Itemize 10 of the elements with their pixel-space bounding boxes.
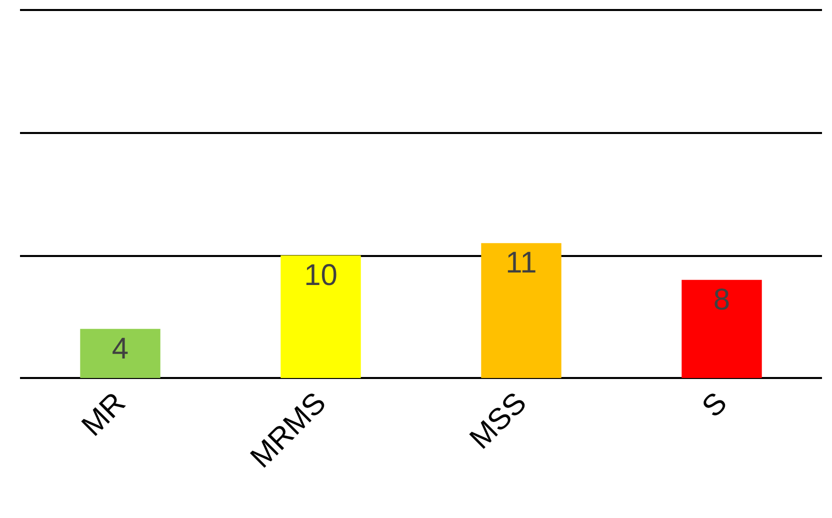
x-tick-label: S <box>696 386 734 424</box>
bar <box>280 255 361 378</box>
data-label: 8 <box>713 283 730 316</box>
bar <box>682 280 762 378</box>
data-label: 4 <box>112 332 129 366</box>
x-tick-label: MR <box>76 386 132 443</box>
data-label: 11 <box>506 246 537 280</box>
data-label: 10 <box>304 258 338 292</box>
bar <box>481 243 562 378</box>
bar <box>80 328 160 378</box>
